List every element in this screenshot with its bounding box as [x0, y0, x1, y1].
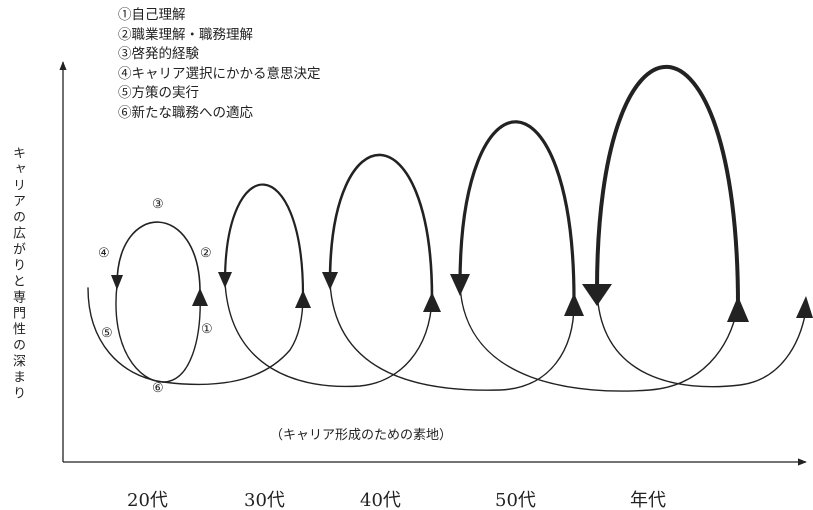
legend-item-2: ②職業理解・職務理解 [118, 26, 253, 43]
x-tick-30s: 30代 [244, 490, 285, 510]
legend-item-5: ⑤方策の実行 [118, 85, 199, 101]
legend-item-1: ①自己理解 [118, 7, 186, 23]
arrowhead-down-40s [322, 272, 338, 290]
loop-50s [458, 120, 576, 302]
x-tick-40s: 40代 [360, 490, 401, 510]
legend-item-4: ④キャリア選択にかかる意思決定 [118, 65, 321, 82]
marker-2: ② [200, 246, 212, 261]
marker-1: ① [201, 322, 213, 337]
arrowhead-up-20s [192, 288, 208, 306]
connector-next [596, 289, 807, 388]
start-tail [87, 287, 304, 386]
arrowhead-up-50s [564, 293, 584, 316]
connector-20s [115, 284, 201, 383]
connector-40s [329, 281, 575, 391]
loop-30s [223, 183, 305, 297]
loop-next [595, 64, 740, 307]
legend-item-6: ⑥新たな職務への適応 [118, 104, 253, 121]
arrowhead-down-next [582, 284, 612, 306]
marker-3: ③ [152, 197, 164, 212]
arrowhead-up-next [727, 296, 749, 322]
x-tick-50s: 50代 [495, 490, 536, 510]
loop-40s [328, 153, 434, 300]
arrowhead-down-30s [218, 272, 232, 288]
loop-20s [116, 221, 201, 293]
legend-item-3: ③啓発的経験 [118, 46, 199, 62]
marker-5: ⑤ [101, 326, 113, 341]
y-axis-label: キャリアの広がりと専門性の深まり [10, 146, 25, 402]
legend: ①自己理解 ②職業理解・職務理解 ③啓発的経験 ④キャリア選択にかかる意思決定 … [118, 6, 321, 123]
marker-4: ④ [98, 246, 110, 261]
x-tick-next: 年代 [630, 490, 666, 510]
arrowhead-up-30s [295, 290, 311, 308]
arrowhead-up-40s [423, 292, 441, 312]
marker-6: ⑥ [152, 381, 164, 396]
base-note: （キャリア形成のための素地） [270, 428, 453, 443]
connector-30s [224, 281, 433, 388]
connector-50s [459, 284, 739, 392]
arrowhead-down-20s [111, 275, 123, 290]
arrowhead-down-50s [450, 274, 470, 296]
arrowhead-end [796, 296, 813, 318]
x-tick-20s: 20代 [127, 490, 168, 510]
